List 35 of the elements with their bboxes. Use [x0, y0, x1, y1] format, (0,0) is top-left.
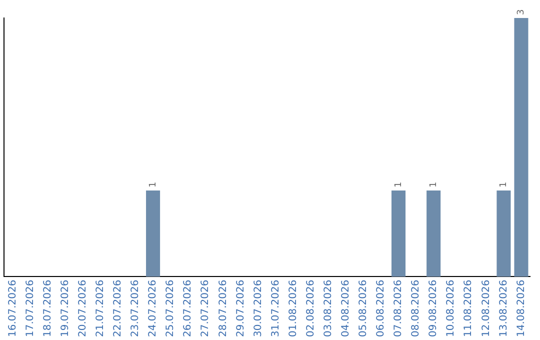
- x-tick-label: 23.07.2026: [130, 280, 142, 338]
- x-tick-label: 21.07.2026: [95, 280, 106, 338]
- x-tick-label: 07.08.2026: [393, 280, 404, 338]
- x-tick-label: 18.07.2026: [42, 280, 54, 338]
- data-label: 1: [499, 182, 510, 188]
- x-tick-label: 13.08.2026: [498, 280, 510, 338]
- x-tick-label: 25.07.2026: [165, 280, 176, 338]
- data-label: 1: [394, 182, 404, 188]
- x-tick-label: 29.07.2026: [235, 280, 246, 338]
- x-tick-label: 22.07.2026: [112, 280, 124, 338]
- x-tick-label: 05.08.2026: [358, 280, 370, 338]
- x-tick-label: 27.07.2026: [200, 280, 212, 338]
- x-tick-label: 11.08.2026: [463, 280, 474, 338]
- x-tick-label: 17.07.2026: [24, 280, 36, 338]
- x-tick-label: 10.08.2026: [446, 280, 457, 338]
- x-tick-label: 01.08.2026: [288, 280, 299, 338]
- x-tick-label: 20.07.2026: [77, 280, 88, 338]
- x-tick-label: 24.07.2026: [148, 280, 159, 338]
- x-tick-label: 06.08.2026: [376, 280, 387, 338]
- x-tick-label: 28.07.2026: [218, 280, 229, 338]
- data-label: 1: [428, 182, 439, 188]
- x-tick-label: 31.07.2026: [270, 280, 282, 338]
- x-tick-label: 09.08.2026: [428, 280, 440, 338]
- x-tick-label: 12.08.2026: [480, 280, 492, 338]
- x-tick-label: 30.07.2026: [252, 280, 264, 338]
- x-tick-label: 03.08.2026: [322, 280, 334, 338]
- x-tick-label: 04.08.2026: [340, 280, 352, 338]
- x-tick-label: 26.07.2026: [182, 280, 194, 338]
- x-tick-label: 02.08.2026: [305, 280, 316, 338]
- data-label: 1: [148, 182, 158, 188]
- x-tick-label: 19.07.2026: [60, 280, 71, 338]
- data-label: 3: [516, 9, 527, 15]
- x-tick-label: 08.08.2026: [410, 280, 422, 338]
- x-tick-label: 16.07.2026: [7, 280, 18, 338]
- x-tick-label: 14.08.2026: [516, 280, 527, 338]
